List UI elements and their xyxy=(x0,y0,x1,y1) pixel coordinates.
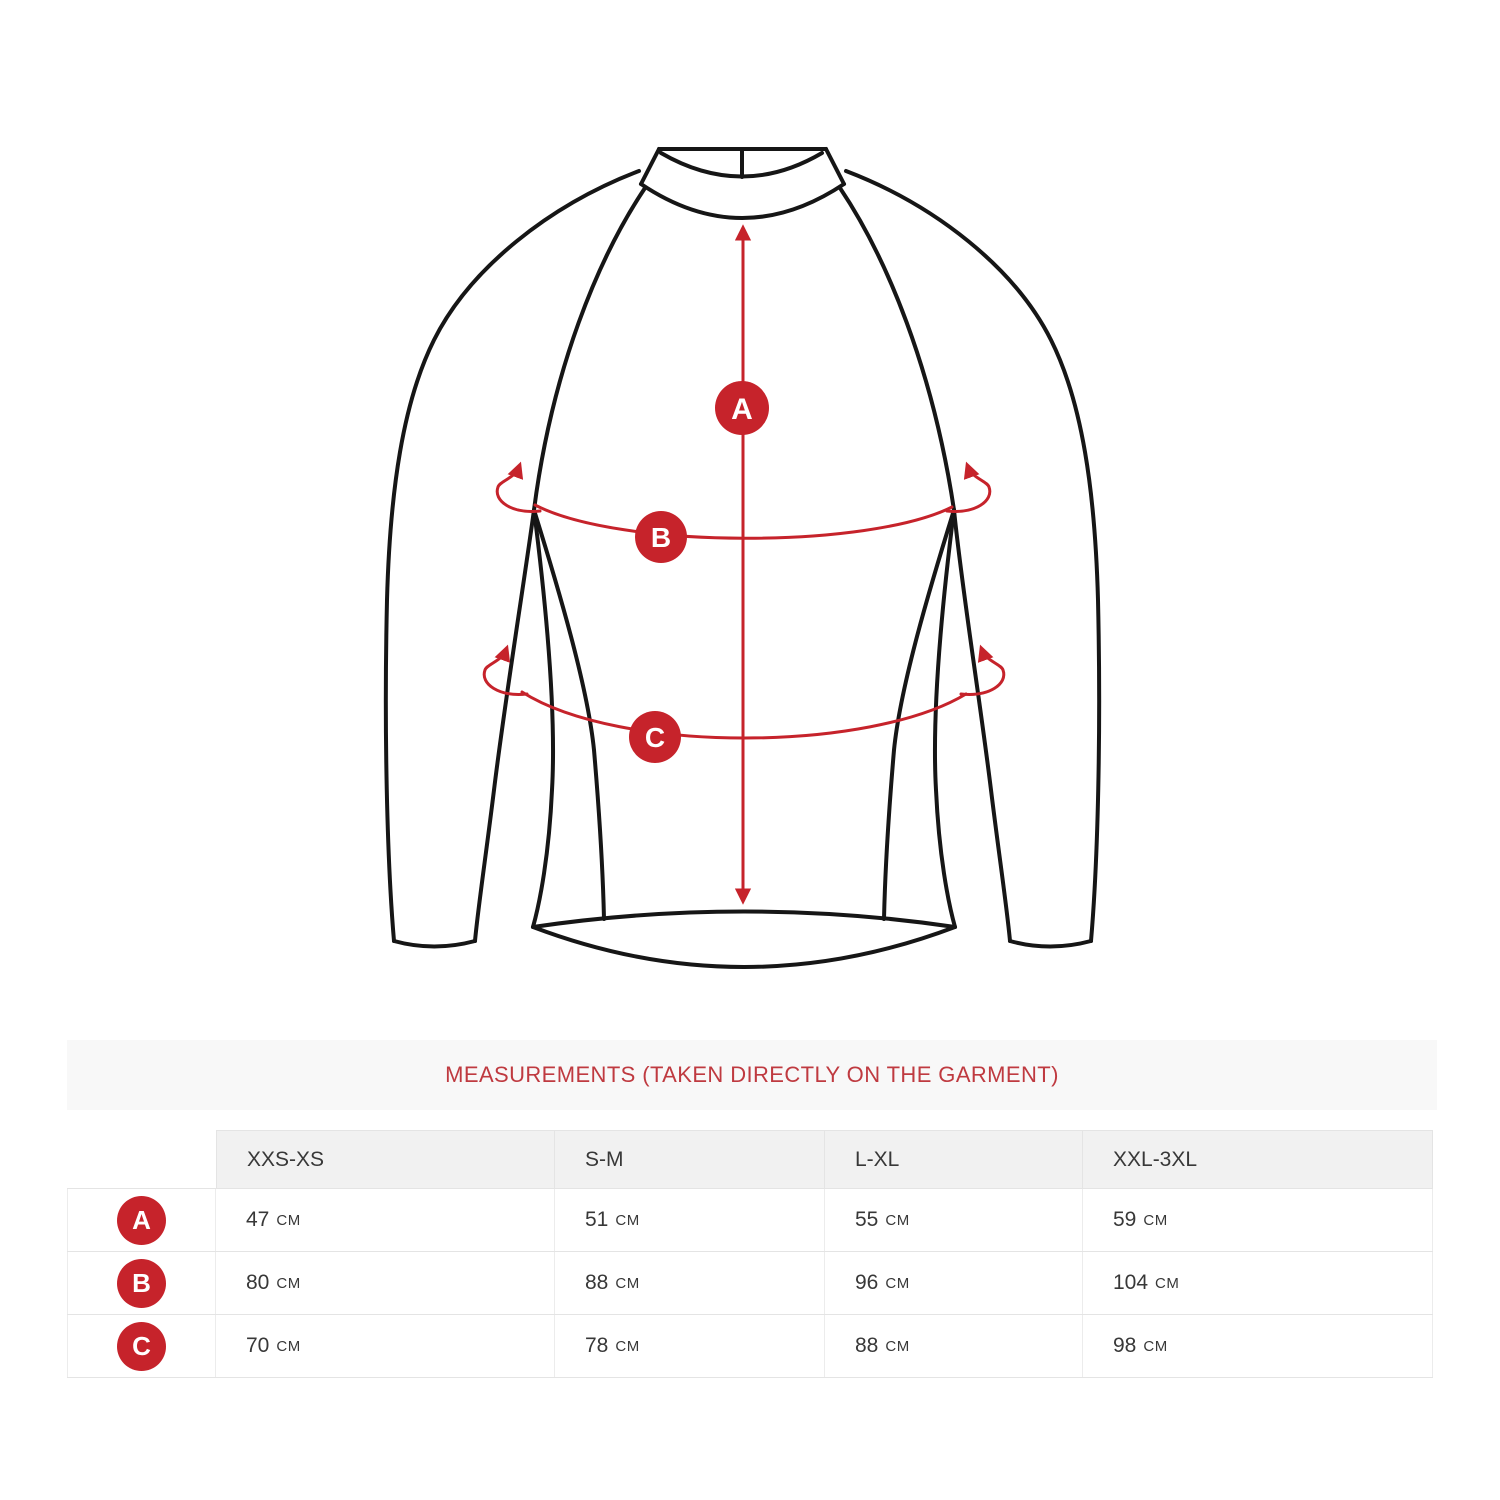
column-header-l-xl: L-XL xyxy=(825,1130,1083,1188)
value-number: 80 xyxy=(246,1271,270,1294)
row-b-badge: B xyxy=(117,1258,166,1308)
row-a-marker-cell: A xyxy=(67,1189,216,1251)
value-unit: CM xyxy=(1155,1274,1180,1292)
value-unit: CM xyxy=(276,1337,301,1355)
value-unit: CM xyxy=(885,1337,910,1355)
row-b-value-l-xl: 96 CM xyxy=(825,1252,1083,1314)
table-row-a: A 47 CM 51 CM 55 CM 59 CM xyxy=(67,1188,1433,1251)
right-raglan-seam xyxy=(838,186,956,512)
diagram-marker-a: A xyxy=(715,381,769,435)
value-unit: CM xyxy=(276,1274,301,1292)
jersey-outline xyxy=(383,147,1102,969)
right-sleeve-inner xyxy=(952,508,1012,943)
right-panel-seam xyxy=(882,508,956,921)
value-number: 55 xyxy=(855,1208,879,1231)
right-side-seam xyxy=(932,508,957,929)
column-header-xxl-3xl: XXL-3XL xyxy=(1083,1130,1433,1188)
row-c-value-l-xl: 88 CM xyxy=(825,1315,1083,1377)
table-corner-cell xyxy=(67,1130,216,1188)
row-a-value-l-xl: 55 CM xyxy=(825,1189,1083,1251)
table-row-b: B 80 CM 88 CM 96 CM 104 CM xyxy=(67,1251,1433,1314)
collar-right-edge xyxy=(824,147,846,186)
row-a-value-xxl-3xl: 59 CM xyxy=(1083,1189,1433,1251)
right-sleeve-outer xyxy=(844,169,1102,943)
value-number: 88 xyxy=(585,1271,609,1294)
row-b-value-xxs-xs: 80 CM xyxy=(216,1252,555,1314)
value-unit: CM xyxy=(615,1274,640,1292)
table-header-row: XXS-XS S-M L-XL XXL-3XL xyxy=(67,1130,1433,1188)
row-b-marker-cell: B xyxy=(67,1252,216,1314)
collar-bottom-edge xyxy=(639,182,846,220)
left-sleeve-inner xyxy=(473,508,536,943)
measure-c-left-curl xyxy=(482,644,529,696)
left-cuff xyxy=(392,939,477,949)
row-c-marker-cell: C xyxy=(67,1315,216,1377)
left-sleeve-outer xyxy=(383,169,641,943)
measure-c-line xyxy=(520,690,968,740)
row-c-value-xxs-xs: 70 CM xyxy=(216,1315,555,1377)
value-unit: CM xyxy=(276,1211,301,1229)
measurements-table: XXS-XS S-M L-XL XXL-3XL A 47 CM 51 CM 55… xyxy=(67,1130,1433,1378)
column-header-xxs-xs: XXS-XS xyxy=(216,1130,555,1188)
diagram-marker-a-letter: A xyxy=(731,393,753,426)
left-raglan-seam xyxy=(532,186,647,512)
value-unit: CM xyxy=(1143,1211,1168,1229)
measure-c-right-curl xyxy=(959,644,1006,696)
measure-b-right-curl xyxy=(945,461,992,513)
diagram-marker-c: C xyxy=(629,711,681,763)
value-number: 59 xyxy=(1113,1208,1137,1231)
value-unit: CM xyxy=(1143,1337,1168,1355)
row-b-value-xxl-3xl: 104 CM xyxy=(1083,1252,1433,1314)
value-unit: CM xyxy=(615,1337,640,1355)
right-cuff xyxy=(1008,939,1093,949)
diagram-marker-b-letter: B xyxy=(651,522,671,553)
table-row-c: C 70 CM 78 CM 88 CM 98 CM xyxy=(67,1314,1433,1378)
garment-diagram: A B C xyxy=(383,147,1102,969)
collar-left-edge xyxy=(639,147,661,186)
hem-bottom-edge xyxy=(531,925,957,969)
row-b-value-s-m: 88 CM xyxy=(555,1252,825,1314)
row-c-value-s-m: 78 CM xyxy=(555,1315,825,1377)
row-a-value-xxs-xs: 47 CM xyxy=(216,1189,555,1251)
row-c-badge: C xyxy=(117,1321,166,1371)
value-number: 47 xyxy=(246,1208,270,1231)
section-title: MEASUREMENTS (TAKEN DIRECTLY ON THE GARM… xyxy=(445,1062,1059,1087)
value-number: 96 xyxy=(855,1271,879,1294)
value-number: 104 xyxy=(1113,1271,1149,1294)
measure-b-line xyxy=(533,503,954,540)
value-number: 51 xyxy=(585,1208,609,1231)
left-side-seam xyxy=(531,508,556,929)
diagram-marker-b: B xyxy=(635,511,687,563)
measure-b-left-curl xyxy=(495,461,542,513)
diagram-marker-c-letter: C xyxy=(645,722,665,753)
value-number: 78 xyxy=(585,1334,609,1357)
row-c-value-xxl-3xl: 98 CM xyxy=(1083,1315,1433,1377)
value-unit: CM xyxy=(885,1211,910,1229)
section-title-band: MEASUREMENTS (TAKEN DIRECTLY ON THE GARM… xyxy=(67,1040,1437,1110)
hem-top-edge xyxy=(531,909,957,929)
left-panel-seam xyxy=(532,508,606,921)
measurement-annotations: A B C xyxy=(482,224,1006,905)
value-number: 70 xyxy=(246,1334,270,1357)
value-unit: CM xyxy=(885,1274,910,1292)
row-a-value-s-m: 51 CM xyxy=(555,1189,825,1251)
row-a-badge: A xyxy=(117,1195,166,1245)
value-number: 98 xyxy=(1113,1334,1137,1357)
value-number: 88 xyxy=(855,1334,879,1357)
value-unit: CM xyxy=(615,1211,640,1229)
column-header-s-m: S-M xyxy=(555,1130,825,1188)
